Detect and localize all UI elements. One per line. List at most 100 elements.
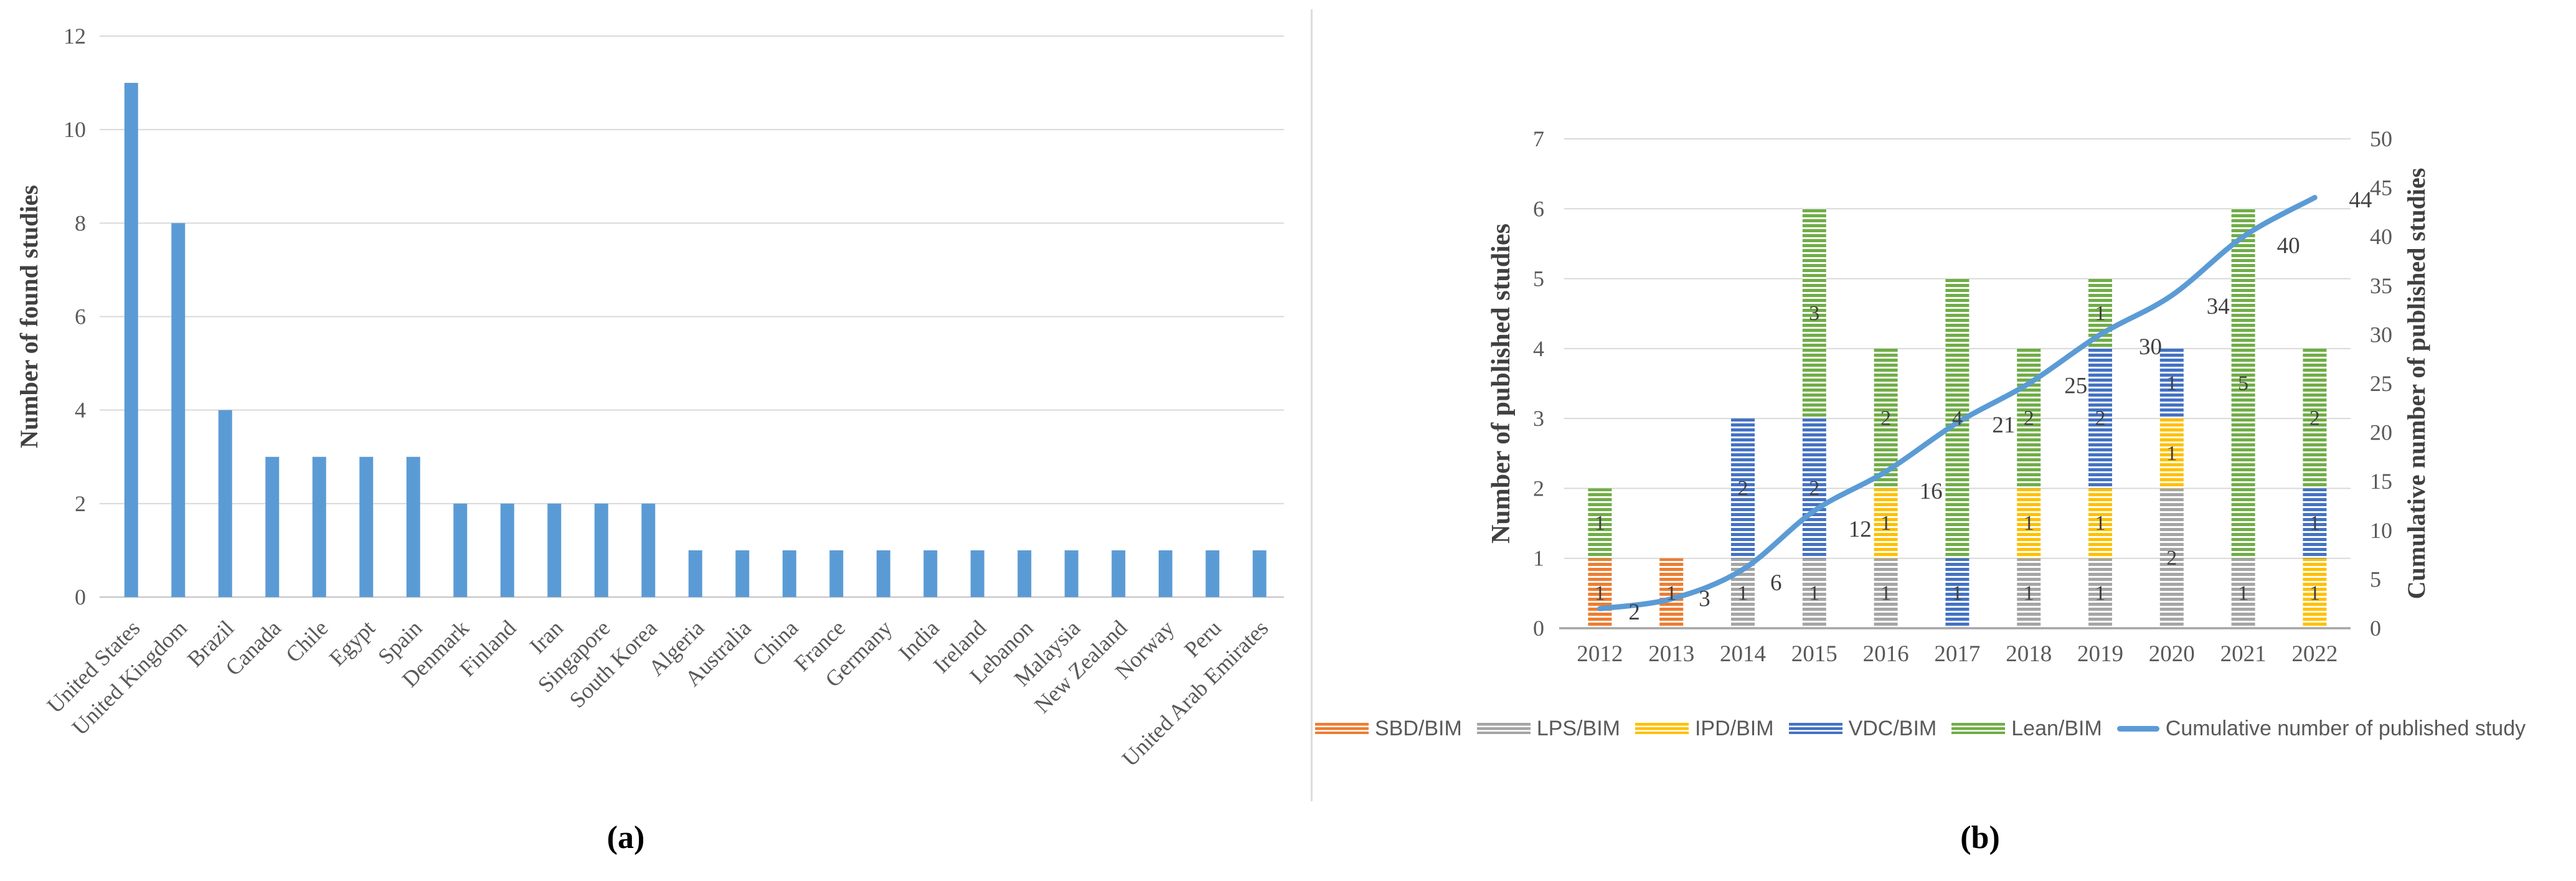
stack-segment [1659,558,1684,628]
line-label: 6 [1770,570,1782,596]
stack-segment [1731,418,1755,558]
year-label: 2021 [2220,641,2267,667]
line-label: 21 [1992,412,2015,438]
legend-item-lps: LPS/BIM [1476,717,1620,741]
stack-segment [1874,488,1898,558]
left-y-tick-label: 7 [1533,126,1544,151]
stack-segment [2231,209,2255,558]
right-y-tick-label: 20 [2370,420,2392,445]
legend-item-cumulative-line: Cumulative number of published study [2116,716,2526,741]
cumulative-line [1597,195,2318,611]
segment-label: 1 [1952,582,1963,605]
line-label: 12 [1849,517,1872,542]
year-label: 2012 [1577,641,1623,667]
segment-label: 5 [2238,372,2248,395]
segment-label: 1 [2024,512,2034,535]
y-tick-label: 8 [75,210,86,235]
right-y-tick-label: 40 [2370,224,2392,249]
bar [124,83,138,598]
year-label: 2017 [1934,641,1980,667]
stack-segment [1874,558,1898,628]
legend-label-sbd: SBD/BIM [1375,716,1462,740]
stack-segment [2088,488,2112,558]
bar [1111,550,1126,597]
bar [218,410,232,597]
panel-divider [1311,9,1313,801]
left-y-tick-label: 6 [1533,196,1544,221]
legend-label-vdc: VDC/BIM [1848,716,1937,740]
segment-label: 3 [1809,302,1819,325]
left-y-tick-label: 1 [1533,546,1544,571]
segment-label: 1 [1738,582,1748,605]
y-tick-label: 4 [75,398,86,423]
left-y-axis-title: Number of published studies [1487,224,1516,544]
legend-label-cumulative-line: Cumulative number of published study [2165,716,2526,740]
right-y-axis-title: Cumulative number of published studies [2402,168,2430,600]
bar [1017,550,1032,597]
segment-label: 2 [1880,407,1891,430]
caption-a: (a) [606,820,645,855]
bar [1158,550,1172,597]
legend-swatch-vdc [1788,723,1842,734]
segment-label: 1 [2309,582,2320,605]
legend-swatch-ipd [1635,723,1689,734]
right-y-tick-label: 45 [2370,176,2392,200]
line-label: 16 [1920,479,1943,504]
stack-segment [2303,488,2327,558]
segment-label: 1 [1880,582,1891,605]
legend-item-vdc: VDC/BIM [1788,716,1937,741]
left-y-tick-label: 3 [1533,406,1544,431]
segment-label: 2 [2309,407,2320,430]
right-y-tick-label: 15 [2370,469,2392,494]
bar [453,503,468,597]
y-tick-label: 2 [75,491,86,516]
right-y-tick-label: 25 [2370,371,2392,396]
segment-label: 1 [1809,582,1819,605]
segment-label: 2 [1738,477,1748,500]
year-label: 2014 [1720,641,1766,667]
bar [641,503,656,597]
left-y-tick-label: 2 [1533,476,1544,501]
left-y-tick-label: 4 [1533,336,1544,361]
segment-label: 2 [2024,407,2034,430]
segment-label: 1 [2095,512,2106,535]
bar [500,503,514,597]
legend-item-lean: Lean/BIM [1951,717,2102,741]
bar [876,550,890,597]
segment-label: 1 [2238,582,2248,605]
segment-label: 1 [2024,582,2034,605]
stack-segment [2159,348,2184,419]
bar [547,503,562,597]
line-label: 3 [1699,586,1710,611]
year-label: 2022 [2291,641,2338,667]
legend-swatch-sbd [1315,723,1369,734]
segment-label: 1 [2166,442,2177,465]
legend-item-sbd: SBD/BIM [1315,717,1462,741]
stack-segment [2017,488,2041,558]
line-label: 44 [2349,187,2372,213]
year-label: 2015 [1791,641,1838,667]
segment-label: 2 [2095,407,2106,430]
legend-label-ipd: IPD/BIM [1694,716,1774,740]
legend-swatch-lean [1951,723,2006,734]
right-y-tick-label: 50 [2370,126,2392,151]
stack-segment [2088,558,2112,628]
segment-label: 2 [2166,547,2177,570]
y-axis-title: Number of found studies [15,185,43,448]
bar [171,223,186,597]
stack-segment [1802,209,1826,419]
bar [1252,550,1267,597]
right-y-tick-label: 0 [2370,616,2381,641]
y-tick-label: 0 [75,585,86,610]
bar [406,456,420,597]
stack-segment [2017,558,2041,628]
bar [312,456,326,597]
year-label: 2016 [1863,641,1909,667]
bar [782,550,796,597]
left-y-tick-label: 5 [1533,266,1544,291]
legend-swatch-lps [1476,723,1531,734]
stack-segment [2303,558,2327,628]
bar [359,456,374,597]
bar [735,550,750,597]
